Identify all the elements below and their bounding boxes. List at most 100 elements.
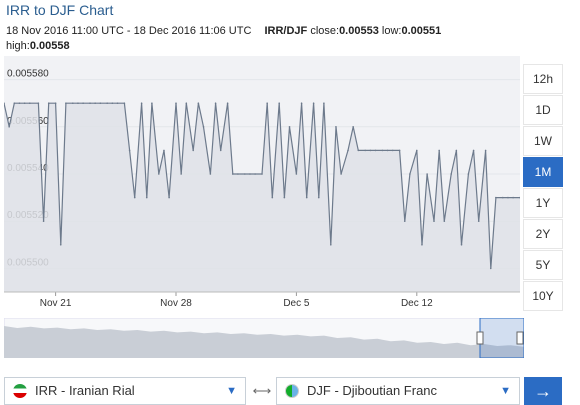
- period-12h-button[interactable]: 12h: [523, 64, 563, 94]
- data-point: [244, 173, 246, 175]
- data-point: [202, 126, 205, 128]
- data-point: [231, 173, 234, 175]
- data-point: [512, 196, 514, 199]
- to-currency-label: DJF - Djiboutian Franc: [307, 383, 438, 398]
- data-point: [219, 149, 222, 152]
- data-point: [369, 149, 372, 152]
- pair-symbol: IRR/DJF: [264, 25, 308, 37]
- period-1y-button[interactable]: 1Y: [523, 188, 563, 218]
- data-point: [116, 102, 119, 104]
- to-currency-select[interactable]: DJF - Djiboutian Franc ▼: [276, 377, 520, 405]
- data-point: [128, 149, 131, 152]
- data-point: [42, 220, 45, 222]
- period-5y-button[interactable]: 5Y: [523, 250, 563, 280]
- data-point: [261, 173, 263, 175]
- data-point: [484, 149, 487, 152]
- data-point: [175, 102, 177, 104]
- data-point: [77, 102, 79, 104]
- data-point: [158, 173, 160, 175]
- data-point: [254, 173, 256, 175]
- data-point: [317, 196, 320, 199]
- data-point: [65, 102, 67, 104]
- data-point: [323, 102, 325, 104]
- chart-info: 18 Nov 2016 11:00 UTC - 18 Dec 2016 11:0…: [6, 24, 546, 54]
- data-point: [249, 173, 251, 175]
- data-point: [347, 149, 349, 152]
- x-tick-label: Dec 12: [401, 298, 433, 309]
- data-point: [391, 149, 394, 152]
- data-point: [438, 149, 440, 152]
- data-point: [312, 102, 315, 104]
- data-point: [443, 220, 446, 222]
- period-1w-button[interactable]: 1W: [523, 126, 563, 156]
- high-value: 0.00558: [29, 40, 70, 52]
- data-point: [416, 149, 418, 152]
- data-point: [305, 196, 308, 199]
- data-point: [140, 102, 143, 104]
- data-point: [278, 102, 281, 104]
- currency-converter-bar: IRR - Iranian Rial ▼ ⟷ DJF - Djiboutian …: [0, 373, 580, 405]
- data-point: [386, 149, 389, 152]
- data-point: [502, 196, 504, 199]
- data-point: [226, 102, 229, 104]
- data-point: [335, 126, 337, 128]
- period-1d-button[interactable]: 1D: [523, 95, 563, 125]
- data-point: [467, 173, 470, 175]
- range-navigator[interactable]: [4, 318, 524, 358]
- data-point: [477, 220, 480, 222]
- data-point: [94, 102, 96, 104]
- data-point: [507, 196, 509, 199]
- convert-go-button[interactable]: →: [524, 377, 562, 405]
- from-currency-label: IRR - Iranian Rial: [35, 383, 135, 398]
- x-tick-label: Nov 21: [40, 298, 72, 309]
- navigator-handle-right[interactable]: [516, 331, 524, 345]
- x-tick-label: Dec 5: [283, 298, 310, 309]
- chevron-down-icon: ▼: [226, 385, 237, 397]
- period-10y-button[interactable]: 10Y: [523, 281, 563, 311]
- data-point: [185, 102, 188, 104]
- data-point: [106, 102, 108, 104]
- period-2y-button[interactable]: 2Y: [523, 219, 563, 249]
- iran-flag-icon: [13, 384, 27, 398]
- data-point: [288, 126, 291, 128]
- data-point: [495, 196, 497, 199]
- data-point: [23, 102, 26, 104]
- data-point: [283, 196, 286, 199]
- data-point: [519, 196, 520, 199]
- data-point: [421, 244, 423, 246]
- data-point: [489, 267, 492, 270]
- data-point: [47, 102, 50, 104]
- swap-currencies-icon[interactable]: ⟷: [252, 383, 272, 398]
- price-chart[interactable]: 0.0055000.0055200.0055400.0055600.005580…: [4, 56, 520, 316]
- data-point: [460, 244, 463, 246]
- period-1m-button[interactable]: 1M: [523, 157, 563, 187]
- data-point: [237, 173, 239, 175]
- data-point: [266, 102, 268, 104]
- data-point: [29, 102, 31, 104]
- data-point: [330, 244, 332, 246]
- chevron-down-icon: ▼: [500, 385, 511, 397]
- data-point: [209, 173, 212, 175]
- data-point: [18, 102, 21, 104]
- data-point: [403, 220, 406, 222]
- data-point: [426, 173, 428, 175]
- data-point: [8, 126, 10, 128]
- low-label: low:: [381, 25, 402, 37]
- data-point: [82, 102, 84, 104]
- data-point: [450, 173, 453, 175]
- data-point: [352, 126, 354, 128]
- data-point: [151, 102, 153, 104]
- navigator-handle-left[interactable]: [476, 331, 484, 345]
- data-point: [409, 173, 411, 175]
- data-point: [300, 102, 303, 104]
- close-value: 0.00553: [339, 25, 379, 37]
- data-point: [295, 173, 298, 175]
- high-label: high:: [6, 40, 30, 52]
- from-currency-select[interactable]: IRR - Iranian Rial ▼: [4, 377, 246, 405]
- data-point: [111, 102, 114, 104]
- chart-title: IRR to DJF Chart: [6, 2, 114, 18]
- y-tick-label: 0.005580: [7, 69, 49, 80]
- date-range: 18 Nov 2016 11:00 UTC - 18 Dec 2016 11:0…: [6, 25, 252, 37]
- data-point: [133, 196, 136, 199]
- period-selector: 12h 1D 1W 1M 1Y 2Y 5Y 10Y: [523, 64, 563, 312]
